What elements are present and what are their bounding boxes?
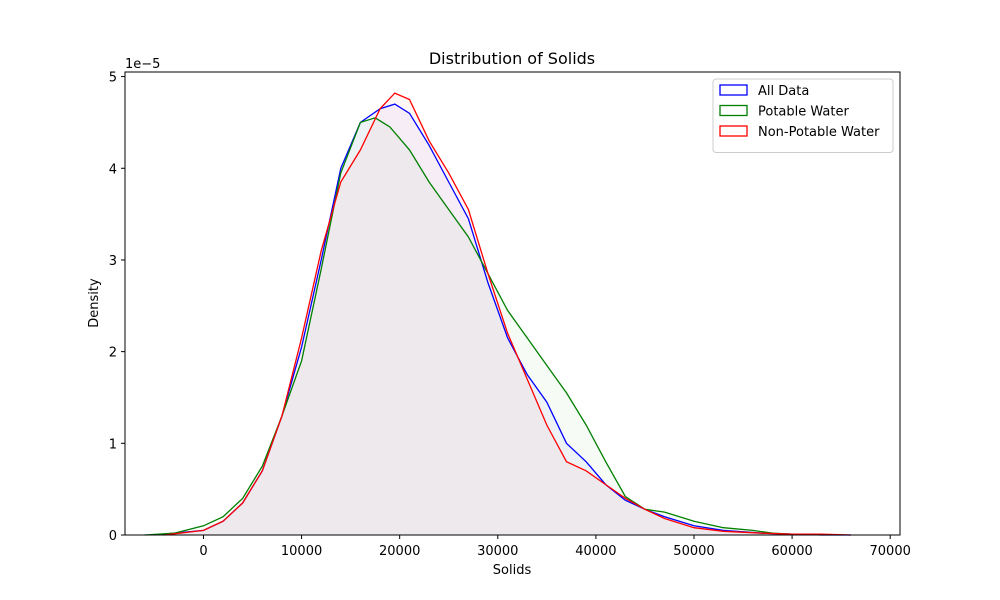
y-axis: 0 1 2 3 4 5 <box>109 71 125 544</box>
legend: All Data Potable Water Non-Potable Water <box>712 78 894 153</box>
legend-swatch-2 <box>719 125 748 137</box>
x-tick-label-2: 20000 <box>379 544 420 559</box>
x-tick-label-7: 70000 <box>870 544 911 559</box>
series-fills <box>145 93 851 535</box>
y-tick-label-4: 4 <box>109 162 117 177</box>
legend-swatch-0 <box>719 84 748 96</box>
x-axis: 0 10000 20000 30000 40000 50000 60000 70000 <box>199 535 911 559</box>
x-axis-label: Solids <box>493 563 532 578</box>
legend-box <box>712 78 894 153</box>
legend-label-1: Potable Water <box>758 105 849 120</box>
plot-frame <box>124 71 901 536</box>
y-tick-label-5: 5 <box>109 71 117 86</box>
x-tick-label-5: 50000 <box>673 544 714 559</box>
y-offset-label: 1e−5 <box>125 57 160 72</box>
legend-label-0: All Data <box>758 84 809 99</box>
series-line-1 <box>144 117 793 536</box>
x-tick-label-6: 60000 <box>771 544 812 559</box>
legend-label-2: Non-Potable Water <box>758 125 880 140</box>
x-tick-label-3: 30000 <box>477 544 518 559</box>
y-tick-label-0: 0 <box>109 529 117 544</box>
x-tick-label-4: 40000 <box>575 544 616 559</box>
legend-swatch-1 <box>719 104 748 117</box>
chart-title: Distribution of Solids <box>429 49 595 68</box>
y-axis-label: Density <box>87 278 102 328</box>
y-tick-label-1: 1 <box>109 437 117 452</box>
x-tick-label-0: 0 <box>199 544 207 559</box>
x-tick-label-1: 10000 <box>281 544 322 559</box>
y-tick-label-3: 3 <box>109 254 117 269</box>
series-lines <box>144 92 851 536</box>
series-line-2 <box>164 92 851 536</box>
y-tick-label-2: 2 <box>109 346 117 361</box>
